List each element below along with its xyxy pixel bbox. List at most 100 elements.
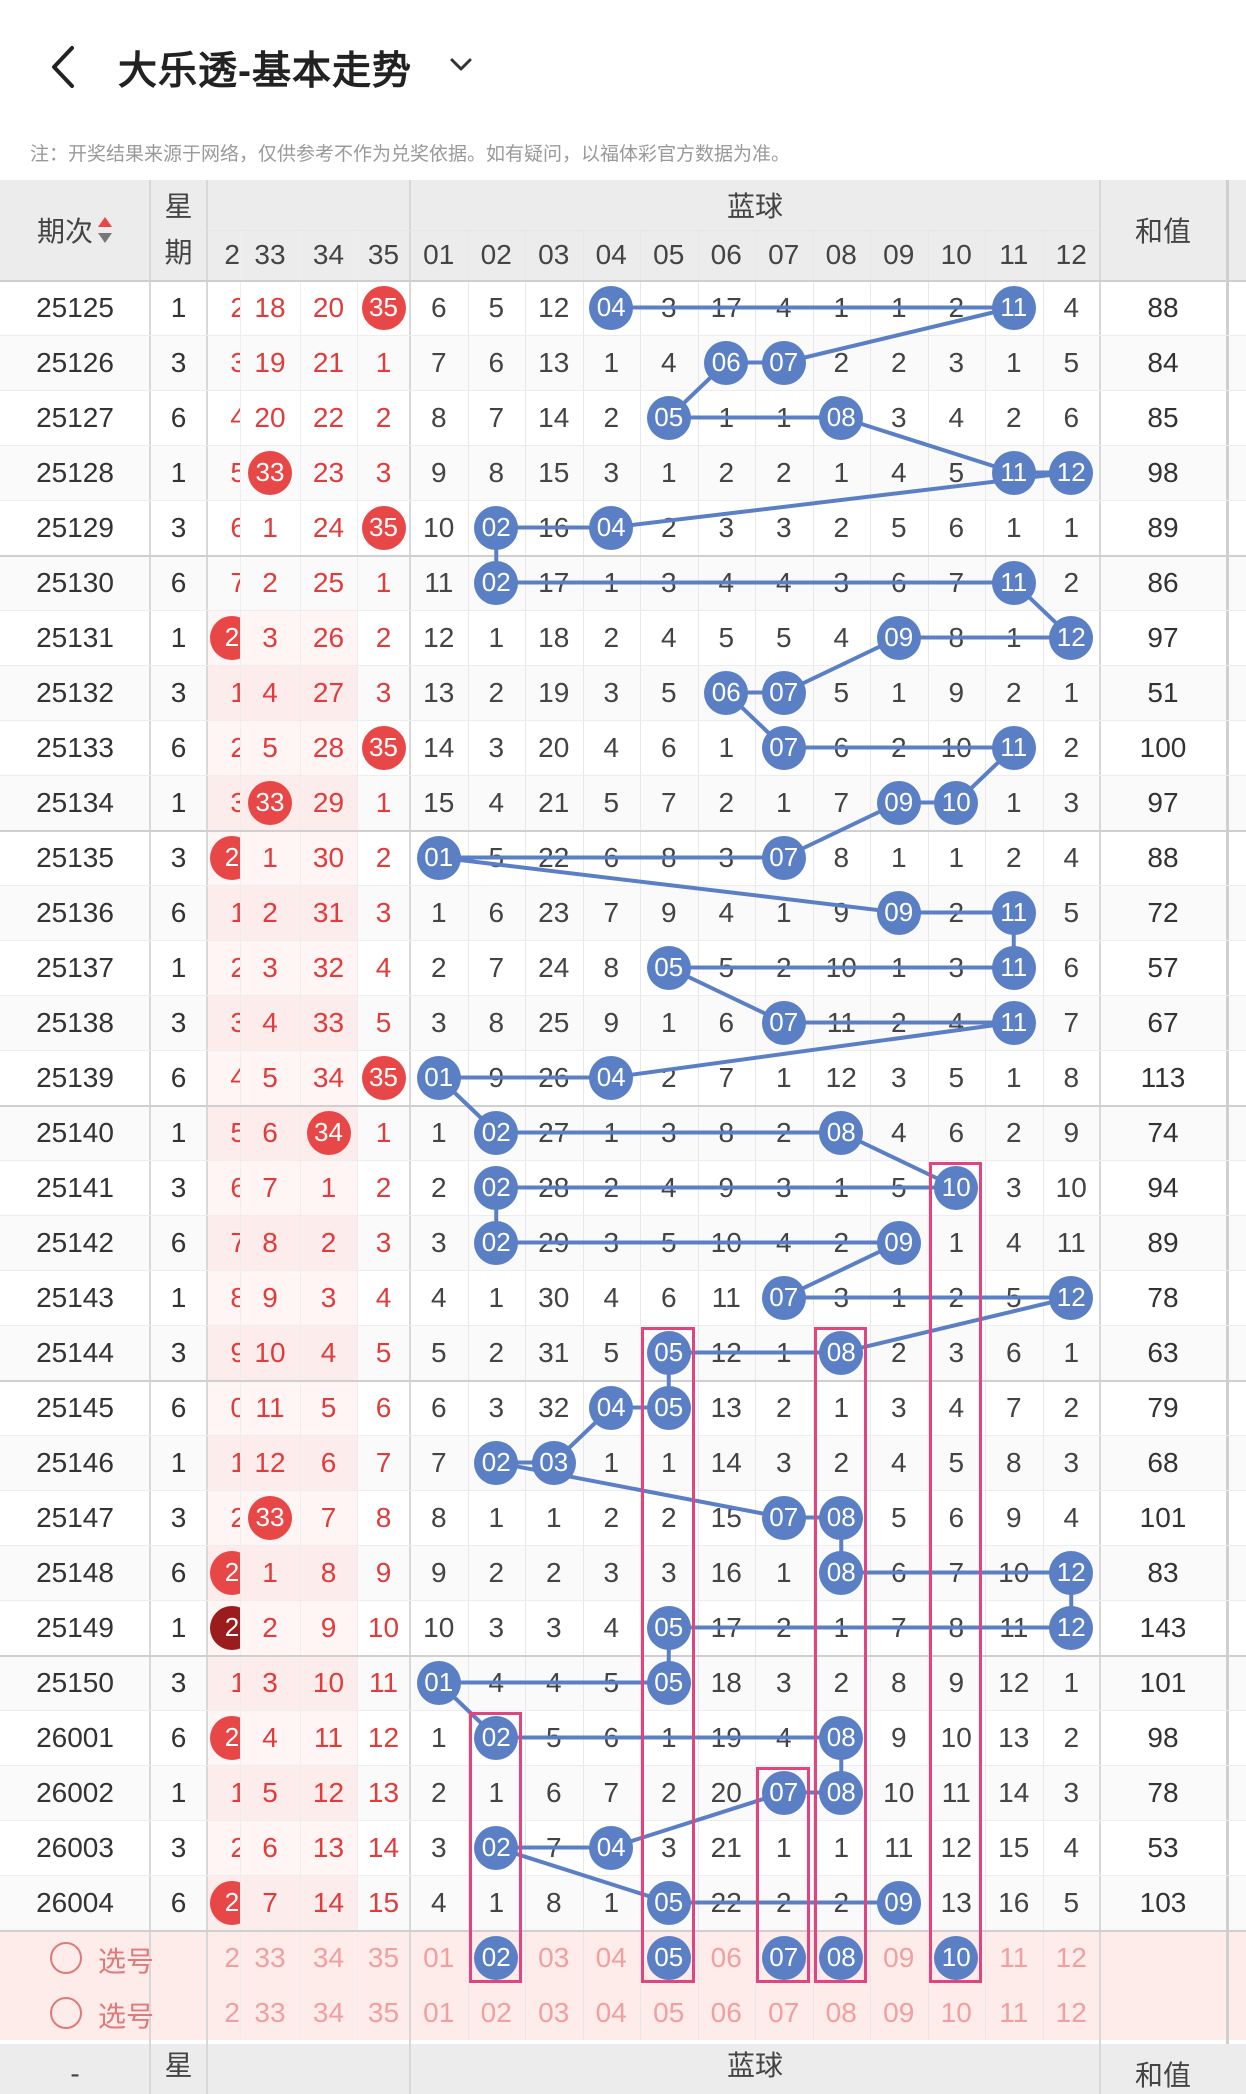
sort-arrows-icon[interactable] — [97, 215, 113, 245]
blue-miss-cell: 1 — [948, 1226, 965, 1258]
select-blue-number[interactable]: 12 — [1055, 1941, 1087, 1973]
red-miss-cell: 18 — [254, 291, 286, 323]
select-blue-ball[interactable]: 07 — [761, 1935, 806, 1980]
row-divider — [0, 610, 1246, 611]
red-miss-value: 0 — [230, 1391, 240, 1423]
page-title[interactable]: 大乐透-基本走势 — [118, 50, 412, 93]
select-blue-number[interactable]: 01 — [423, 1941, 455, 1973]
select-blue-number[interactable]: 01 — [423, 1996, 455, 2028]
red-partial-cell: 8 — [207, 1270, 240, 1325]
select-blue-ball[interactable]: 05 — [646, 1935, 691, 1980]
blue-miss-cell: 12 — [825, 1061, 857, 1093]
blue-ball: 02 — [474, 1715, 519, 1760]
red-miss-cell: 6 — [375, 1391, 392, 1423]
blue-miss-cell: 3 — [430, 1006, 447, 1038]
select-blue-number[interactable]: 03 — [538, 1941, 570, 1973]
select-blue-number[interactable]: 11 — [999, 1996, 1029, 2028]
select-blue-number[interactable]: 04 — [595, 1941, 627, 1973]
period-header[interactable]: 期次 — [0, 180, 150, 280]
blue-miss-cell: 2 — [1063, 566, 1080, 598]
select-blue-number[interactable]: 07 — [768, 1996, 800, 2028]
select-blue-ball[interactable]: 10 — [934, 1935, 979, 1980]
blue-ball: 06 — [704, 340, 749, 385]
blue-miss-cell: 13 — [710, 1391, 742, 1423]
select-red-number[interactable]: 34 — [312, 1941, 345, 1973]
select-blue-number[interactable]: 11 — [999, 1941, 1029, 1973]
blue-miss-cell: 18 — [538, 621, 570, 653]
highlight-box — [641, 1327, 695, 1983]
blue-miss-cell: 16 — [538, 511, 570, 543]
red-partial-cell: 6 — [207, 1160, 240, 1215]
select-red-partial[interactable]: 2 — [224, 1996, 240, 2028]
blue-miss-cell: 2 — [1063, 1721, 1080, 1753]
select-red-number[interactable]: 34 — [312, 1996, 345, 2028]
chevron-down-icon[interactable] — [446, 50, 476, 80]
select-blue-number[interactable]: 08 — [825, 1996, 857, 2028]
radio-circle-icon[interactable] — [50, 1942, 82, 1974]
red-miss-value: 5 — [230, 1116, 240, 1148]
red-miss-value: 7 — [230, 1226, 240, 1258]
period-cell: 25133 — [36, 731, 114, 763]
red-zone-bg — [207, 885, 357, 940]
red-col-divider — [357, 230, 358, 2040]
blue-miss-cell: 1 — [775, 896, 792, 928]
blue-miss-cell: 10 — [423, 1611, 455, 1643]
select-number-button[interactable]: 选号 — [98, 2001, 155, 2032]
blue-miss-cell: 6 — [1063, 401, 1080, 433]
blue-col-header: 02 — [480, 239, 512, 270]
red-zone-bg — [207, 720, 357, 775]
blue-miss-cell: 1 — [603, 346, 620, 378]
red-partial-cell: 4 — [207, 1050, 240, 1105]
blue-miss-cell: 26 — [538, 1061, 570, 1093]
select-blue-number[interactable]: 05 — [653, 1996, 685, 2028]
blue-miss-cell: 7 — [488, 951, 505, 983]
weekday-cell: 3 — [170, 1831, 187, 1863]
blue-miss-cell: 10 — [423, 511, 455, 543]
select-red-number[interactable]: 33 — [254, 1941, 286, 1973]
blue-ball: 07 — [761, 340, 806, 385]
blue-miss-cell: 5 — [488, 291, 505, 323]
blue-miss-cell: 1 — [430, 1721, 447, 1753]
select-blue-number[interactable]: 04 — [595, 1996, 627, 2028]
red-miss-value: 8 — [230, 1281, 240, 1313]
blue-col-header: 06 — [710, 239, 742, 270]
sum-cell: 88 — [1147, 841, 1179, 873]
chevron-left-icon[interactable] — [44, 42, 84, 92]
red-partial-cell: 1 — [207, 665, 240, 720]
select-blue-number[interactable]: 12 — [1055, 1996, 1087, 2028]
blue-miss-cell: 3 — [890, 1391, 907, 1423]
select-red-number[interactable]: 35 — [367, 1996, 400, 2028]
blue-miss-cell: 6 — [430, 291, 447, 323]
blue-miss-cell: 1 — [948, 841, 965, 873]
column-divider — [409, 180, 411, 2094]
weekday-cell: 1 — [170, 1281, 187, 1313]
blue-miss-cell: 7 — [833, 786, 850, 818]
red-col-divider — [240, 230, 241, 2040]
blue-miss-cell: 9 — [430, 456, 447, 488]
select-blue-number[interactable]: 06 — [710, 1996, 742, 2028]
select-blue-number[interactable]: 02 — [480, 1996, 512, 2028]
blue-miss-cell: 1 — [603, 566, 620, 598]
radio-circle-icon[interactable] — [50, 1997, 82, 2029]
select-blue-number[interactable]: 09 — [883, 1941, 915, 1973]
red-miss-cell: 2 — [262, 566, 278, 598]
select-red-number[interactable]: 35 — [367, 1941, 400, 1973]
red-miss-cell: 8 — [320, 1556, 337, 1588]
blue-ball: 04 — [589, 1385, 634, 1430]
select-red-number[interactable]: 33 — [254, 1996, 286, 2028]
select-blue-number[interactable]: 06 — [710, 1941, 742, 1973]
select-number-button[interactable]: 选号 — [98, 1946, 155, 1977]
blue-miss-cell: 1 — [1063, 676, 1080, 708]
select-blue-ball[interactable]: 02 — [474, 1935, 519, 1980]
select-blue-number[interactable]: 03 — [538, 1996, 570, 2028]
red-partial-cell: 1 — [207, 1655, 240, 1710]
blue-miss-cell: 8 — [545, 1886, 562, 1918]
select-blue-number[interactable]: 09 — [883, 1996, 915, 2028]
blue-miss-cell: 12 — [940, 1831, 972, 1863]
select-blue-number[interactable]: 10 — [940, 1996, 972, 2028]
blue-miss-cell: 5 — [948, 1446, 965, 1478]
select-blue-ball[interactable]: 08 — [819, 1935, 864, 1980]
blue-miss-cell: 2 — [1063, 1391, 1080, 1423]
blue-miss-cell: 1 — [775, 1061, 792, 1093]
select-red-partial[interactable]: 2 — [224, 1941, 240, 1973]
